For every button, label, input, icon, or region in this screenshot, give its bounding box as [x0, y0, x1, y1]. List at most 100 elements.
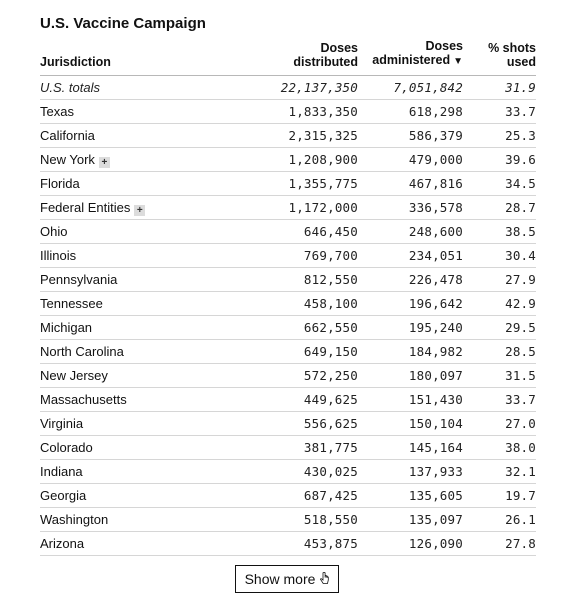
- table-row: Texas 1,833,350 618,298 33.7: [40, 99, 536, 124]
- column-header-doses-administered[interactable]: Doses administered ▼: [358, 37, 463, 76]
- cell-doses-distributed: 449,625: [250, 387, 358, 412]
- jurisdiction-name: Ohio: [40, 224, 68, 239]
- cell-doses-distributed: 2,315,325: [250, 123, 358, 148]
- cell-doses-distributed: 649,150: [250, 339, 358, 364]
- cell-jurisdiction: Texas: [40, 99, 250, 124]
- cell-shots-used: 28.7: [463, 195, 536, 220]
- cell-doses-distributed: 646,450: [250, 219, 358, 244]
- table-row: North Carolina 649,150 184,982 28.5: [40, 339, 536, 364]
- cell-shots-used: 26.1: [463, 507, 536, 532]
- cell-jurisdiction: Indiana: [40, 459, 250, 484]
- cell-shots-used: 27.8: [463, 531, 536, 556]
- cell-shots-used: 42.9: [463, 291, 536, 316]
- column-header-label-line2: used: [506, 55, 536, 69]
- cell-doses-administered: 184,982: [358, 339, 463, 364]
- jurisdiction-name: Washington: [40, 512, 109, 527]
- table-header-row: Jurisdiction Doses distributed Doses adm…: [40, 37, 536, 76]
- cell-doses-administered: 145,164: [358, 435, 463, 460]
- cell-shots-used: 27.0: [463, 411, 536, 436]
- cell-doses-administered: 135,605: [358, 483, 463, 508]
- jurisdiction-name: Indiana: [40, 464, 83, 479]
- cell-shots-used: 39.6: [463, 147, 536, 172]
- jurisdiction-name: North Carolina: [40, 344, 124, 359]
- cell-jurisdiction: New Jersey: [40, 363, 250, 388]
- cell-doses-administered: 196,642: [358, 291, 463, 316]
- cell-jurisdiction: Massachusetts: [40, 387, 250, 412]
- cell-doses-distributed: 1,208,900: [250, 147, 358, 172]
- table-row: California 2,315,325 586,379 25.3: [40, 123, 536, 148]
- cell-doses-distributed: 687,425: [250, 483, 358, 508]
- jurisdiction-name: Pennsylvania: [40, 272, 118, 287]
- table-body: U.S. totals 22,137,350 7,051,842 31.9 Texas 1…: [40, 75, 536, 556]
- expand-plus-icon[interactable]: +: [98, 156, 110, 168]
- cell-doses-administered: 126,090: [358, 531, 463, 556]
- cell-shots-used: 25.3: [463, 123, 536, 148]
- cell-doses-administered: 248,600: [358, 219, 463, 244]
- cell-jurisdiction: Arizona: [40, 531, 250, 556]
- jurisdiction-name: U.S. totals: [40, 80, 100, 95]
- cell-doses-administered: 586,379: [358, 123, 463, 148]
- cell-shots-used: 30.4: [463, 243, 536, 268]
- page-title: U.S. Vaccine Campaign: [40, 15, 206, 32]
- table-row: Florida 1,355,775 467,816 34.5: [40, 171, 536, 196]
- cell-doses-distributed: 572,250: [250, 363, 358, 388]
- column-header-label-line2: distributed: [293, 55, 358, 69]
- column-header-label-line1: Doses: [425, 39, 463, 53]
- table-row: Georgia 687,425 135,605 19.7: [40, 483, 536, 508]
- jurisdiction-name: Colorado: [40, 440, 93, 455]
- cell-jurisdiction: Colorado: [40, 435, 250, 460]
- pointer-cursor-icon: [320, 571, 330, 587]
- cell-jurisdiction: U.S. totals: [40, 75, 250, 100]
- sort-descending-icon: ▼: [453, 56, 463, 67]
- cell-doses-administered: 226,478: [358, 267, 463, 292]
- cell-shots-used: 34.5: [463, 171, 536, 196]
- table-row: Michigan 662,550 195,240 29.5: [40, 315, 536, 340]
- jurisdiction-name: Florida: [40, 176, 80, 191]
- jurisdiction-name: Tennessee: [40, 296, 103, 311]
- cell-shots-used: 31.5: [463, 363, 536, 388]
- cell-shots-used: 33.7: [463, 99, 536, 124]
- jurisdiction-name: California: [40, 128, 95, 143]
- cell-doses-administered: 234,051: [358, 243, 463, 268]
- column-header-doses-distributed[interactable]: Doses distributed: [250, 37, 358, 76]
- jurisdiction-name: Illinois: [40, 248, 77, 263]
- table-row: Tennessee 458,100 196,642 42.9: [40, 291, 536, 316]
- show-more-label: Show more: [244, 571, 316, 587]
- jurisdiction-name: New York: [40, 151, 95, 167]
- cell-jurisdiction: California: [40, 123, 250, 148]
- cell-doses-distributed: 430,025: [250, 459, 358, 484]
- cell-jurisdiction: Georgia: [40, 483, 250, 508]
- column-header-jurisdiction[interactable]: Jurisdiction: [40, 37, 250, 76]
- cell-doses-distributed: 1,172,000: [250, 195, 358, 220]
- jurisdiction-name: Arizona: [40, 536, 85, 551]
- table-row-totals: U.S. totals 22,137,350 7,051,842 31.9: [40, 75, 536, 100]
- cell-doses-administered: 336,578: [358, 195, 463, 220]
- cell-doses-administered: 135,097: [358, 507, 463, 532]
- cell-jurisdiction: Michigan: [40, 315, 250, 340]
- cell-shots-used: 32.1: [463, 459, 536, 484]
- cell-jurisdiction: New York +: [40, 147, 250, 172]
- show-more-button[interactable]: Show more: [235, 565, 339, 593]
- jurisdiction-name: Georgia: [40, 488, 87, 503]
- cell-doses-administered: 150,104: [358, 411, 463, 436]
- cell-doses-administered: 618,298: [358, 99, 463, 124]
- cell-doses-distributed: 381,775: [250, 435, 358, 460]
- cell-jurisdiction: Illinois: [40, 243, 250, 268]
- cell-doses-administered: 479,000: [358, 147, 463, 172]
- cell-doses-distributed: 662,550: [250, 315, 358, 340]
- cell-jurisdiction: Florida: [40, 171, 250, 196]
- cell-doses-distributed: 556,625: [250, 411, 358, 436]
- cell-doses-administered: 467,816: [358, 171, 463, 196]
- column-header-label-line1: % shots: [488, 41, 536, 55]
- jurisdiction-name: Massachusetts: [40, 392, 127, 407]
- cell-doses-administered: 151,430: [358, 387, 463, 412]
- column-header-shots-used[interactable]: % shots used: [463, 37, 536, 76]
- expand-plus-icon[interactable]: +: [134, 204, 146, 216]
- cell-shots-used: 27.9: [463, 267, 536, 292]
- table-row: Virginia 556,625 150,104 27.0: [40, 411, 536, 436]
- table-row: Massachusetts 449,625 151,430 33.7: [40, 387, 536, 412]
- table-row: Washington 518,550 135,097 26.1: [40, 507, 536, 532]
- table-row: Ohio 646,450 248,600 38.5: [40, 219, 536, 244]
- table-row: Pennsylvania 812,550 226,478 27.9: [40, 267, 536, 292]
- cell-doses-distributed: 1,355,775: [250, 171, 358, 196]
